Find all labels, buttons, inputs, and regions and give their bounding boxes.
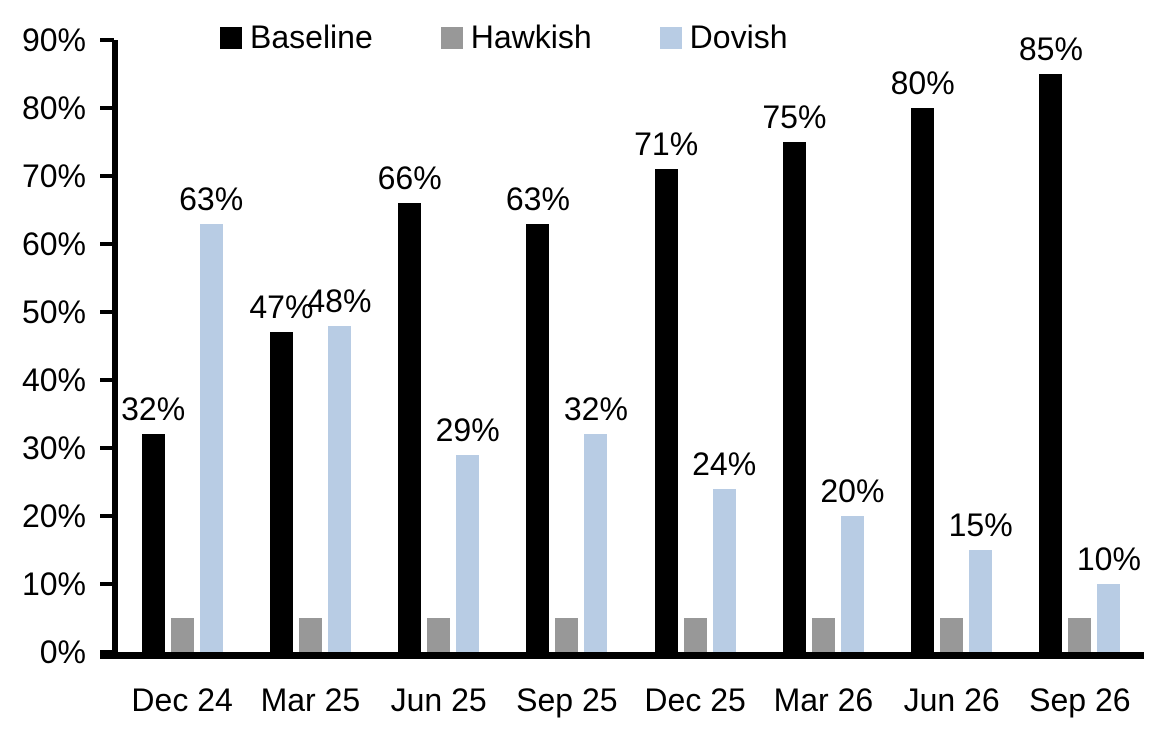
bar-hawkish-jun-26 [940, 618, 964, 652]
bar-value-label-dovish-jun-25: 29% [435, 411, 500, 448]
bar-dovish-sep-25: 32% [564, 391, 628, 652]
bar-group-sep-26: 85% 10% [1016, 31, 1144, 652]
x-tick-label-jun-26: Jun 26 [903, 682, 1000, 718]
bar-value-label-baseline-jun-26: 80% [890, 65, 955, 102]
legend-label-baseline: Baseline [250, 19, 373, 55]
y-tick-mark-50 [100, 310, 114, 314]
bar-value-label-baseline-dec-25: 71% [634, 126, 699, 163]
legend-label-hawkish: Hawkish [470, 19, 592, 55]
x-tick-label-sep-26: Sep 26 [1029, 682, 1131, 718]
bar-value-label-dovish-sep-25: 32% [563, 391, 628, 428]
bar-baseline-sep-25: 63% [506, 181, 570, 652]
legend-swatch-hawkish-icon [440, 26, 463, 49]
bar-dovish-mar-25: 48% [307, 283, 371, 652]
y-tick-label-90: 90% [21, 22, 86, 58]
y-tick-mark-10 [100, 582, 114, 586]
bar-hawkish-mar-25 [298, 618, 322, 652]
y-axis: 0% 10% 20% 30% 40% 50% 60% 70% 80% 90% [0, 22, 86, 670]
bar-value-label-dovish-mar-26: 20% [820, 473, 885, 510]
bar-value-label-baseline-sep-25: 63% [505, 180, 570, 217]
bar-dovish-mar-26: 20% [820, 473, 884, 652]
x-tick-label-jun-25: Jun 25 [390, 682, 487, 718]
legend-swatch-dovish-icon [659, 26, 682, 49]
bar-baseline-dec-25: 71% [634, 126, 698, 652]
bar-value-label-dovish-jun-26: 15% [948, 507, 1013, 543]
legend-item-dovish: Dovish [659, 19, 788, 56]
bar-hawkish-dec-24 [170, 618, 194, 652]
bar-baseline-dec-24: 32% [121, 391, 185, 652]
legend-item-baseline: Baseline [220, 19, 373, 56]
bar-hawkish-jun-25 [427, 618, 451, 652]
y-tick-label-20: 20% [21, 498, 86, 534]
x-tick-label-mar-25: Mar 25 [260, 682, 361, 718]
bar-hawkish-dec-25 [683, 618, 707, 652]
bar-group-dec-25: 71% 24% [631, 40, 759, 652]
bar-baseline-mar-26: 75% [762, 99, 826, 652]
y-tick-mark-40 [100, 378, 114, 382]
x-tick-label-mar-26: Mar 26 [773, 682, 874, 718]
y-tick-label-0: 0% [39, 634, 86, 670]
legend: Baseline Hawkish Dovish [220, 19, 787, 56]
y-tick-label-30: 30% [21, 430, 86, 466]
bar-baseline-jun-26: 80% [891, 65, 955, 652]
bar-dovish-sep-26: 10% [1077, 541, 1141, 652]
y-tick-label-80: 80% [21, 90, 86, 126]
bar-value-label-dovish-dec-25: 24% [692, 445, 757, 482]
bar-hawkish-mar-26 [811, 618, 835, 652]
bar-hawkish-sep-26 [1068, 618, 1092, 652]
bar-dovish-dec-24: 63% [179, 181, 243, 652]
y-tick-mark-70 [100, 174, 114, 178]
bar-group-dec-24: 32% 63% [118, 40, 246, 652]
x-tick-label-sep-25: Sep 25 [516, 682, 618, 718]
y-axis-line [112, 40, 118, 659]
bar-group-jun-25: 66% 29% [375, 40, 503, 652]
bar-baseline-mar-25: 47% [249, 289, 313, 652]
plot-area: 32% 63% 47% 48% 66% 29% 63% 32% 71% 24% 75% 20% 80% 1… [118, 31, 1144, 652]
bar-baseline-jun-25: 66% [378, 160, 442, 652]
x-tick-label-dec-25: Dec 25 [644, 682, 746, 718]
bar-value-label-dovish-dec-24: 63% [179, 180, 244, 217]
legend-item-hawkish: Hawkish [440, 19, 592, 56]
x-axis-line [100, 652, 1144, 659]
y-tick-label-10: 10% [21, 566, 86, 602]
x-tick-label-dec-24: Dec 24 [131, 682, 233, 718]
y-tick-mark-80 [100, 106, 114, 110]
bar-value-label-baseline-jun-25: 66% [377, 160, 442, 197]
legend-label-dovish: Dovish [689, 19, 788, 55]
bar-group-mar-26: 75% 20% [759, 40, 887, 652]
y-tick-mark-90 [100, 38, 114, 42]
bar-value-label-baseline-mar-25: 47% [249, 289, 314, 326]
bar-value-label-dovish-mar-25: 48% [307, 282, 372, 319]
bar-group-mar-25: 47% 48% [246, 40, 374, 652]
legend-swatch-baseline-icon [220, 26, 242, 49]
bar-dovish-jun-26: 15% [949, 507, 1013, 652]
bar-dovish-dec-25: 24% [692, 446, 756, 652]
bar-baseline-sep-26: 85% [1019, 31, 1083, 652]
bar-group-jun-26: 80% 15% [888, 40, 1016, 652]
bar-hawkish-sep-25 [555, 618, 579, 652]
bar-value-label-baseline-sep-26: 85% [1018, 31, 1083, 67]
y-tick-mark-60 [100, 242, 114, 246]
bar-value-label-baseline-mar-26: 75% [762, 99, 827, 135]
y-tick-label-60: 60% [21, 226, 86, 262]
y-tick-mark-30 [100, 446, 114, 450]
y-tick-label-70: 70% [21, 158, 86, 194]
y-tick-label-40: 40% [21, 362, 86, 398]
x-axis: Dec 24 Mar 25 Jun 25 Sep 25 Dec 25 Mar 26 Jun … [118, 682, 1144, 718]
bar-dovish-jun-25: 29% [436, 412, 500, 652]
bar-value-label-baseline-dec-24: 32% [121, 391, 186, 428]
bar-group-sep-25: 63% 32% [503, 40, 631, 652]
y-tick-label-50: 50% [21, 294, 86, 330]
y-tick-mark-20 [100, 514, 114, 518]
bar-value-label-dovish-sep-26: 10% [1076, 541, 1141, 578]
